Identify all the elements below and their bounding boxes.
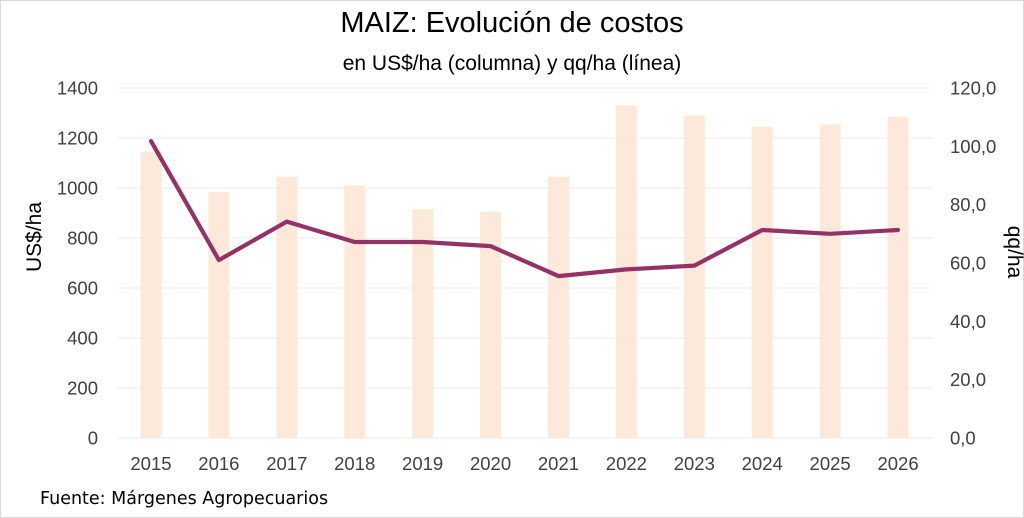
right-axis-title: qq/ha [1003,226,1024,279]
x-tick-label: 2026 [877,453,918,474]
left-tick-label: 1400 [57,78,98,99]
x-tick-label: 2025 [810,453,851,474]
bar-2015 [140,151,162,438]
gridlines [117,87,932,439]
bar-2020 [480,211,502,438]
left-axis-ticks: 0 200 400 600 800 1000 1200 1400 [57,78,98,449]
line-qq-ha [148,139,901,279]
x-tick-label: 2020 [470,453,511,474]
line-series [148,139,901,279]
right-tick-label: 40,0 [950,311,986,332]
x-tick-label: 2023 [674,453,715,474]
bar-2021 [547,176,569,438]
left-axis-title: US$/ha [23,202,46,272]
x-tick-label: 2024 [742,453,783,474]
right-tick-label: 120,0 [950,78,996,99]
right-tick-label: 80,0 [950,194,986,215]
bar-2018 [344,185,366,438]
right-tick-label: 60,0 [950,253,986,274]
right-tick-label: 0,0 [950,428,976,449]
x-tick-label: 2021 [538,453,579,474]
right-axis-ticks: 0,0 20,0 40,0 60,0 80,0 100,0 120,0 [950,78,996,449]
left-tick-label: 800 [67,228,98,249]
bar-2017 [276,176,298,438]
x-tick-label: 2016 [198,453,239,474]
bar-2024 [751,126,773,438]
right-tick-label: 20,0 [950,369,986,390]
left-tick-label: 1000 [57,178,98,199]
bar-2025 [819,124,841,438]
right-tick-label: 100,0 [950,136,996,157]
x-tick-label: 2022 [606,453,647,474]
source-note: Fuente: Márgenes Agropecuarios [40,489,328,509]
x-axis-ticks: 2015 2016 2017 2018 2019 2020 2021 2022 2023 2024… [130,453,918,474]
bar-series [140,105,909,438]
bar-2026 [887,116,909,438]
left-tick-label: 200 [67,378,98,399]
x-tick-label: 2015 [130,453,171,474]
left-tick-label: 0 [88,428,98,449]
x-tick-label: 2017 [266,453,307,474]
left-tick-label: 600 [67,278,98,299]
x-tick-label: 2019 [402,453,443,474]
chart-title: MAIZ: Evolución de costos [340,7,683,39]
left-tick-label: 400 [67,328,98,349]
bar-2023 [683,115,705,438]
x-tick-label: 2018 [334,453,375,474]
left-tick-label: 1200 [57,128,98,149]
bar-2016 [208,191,230,438]
bar-2019 [412,209,434,438]
bar-2022 [615,105,637,438]
chart-subtitle: en US$/ha (columna) y qq/ha (línea) [343,52,682,75]
